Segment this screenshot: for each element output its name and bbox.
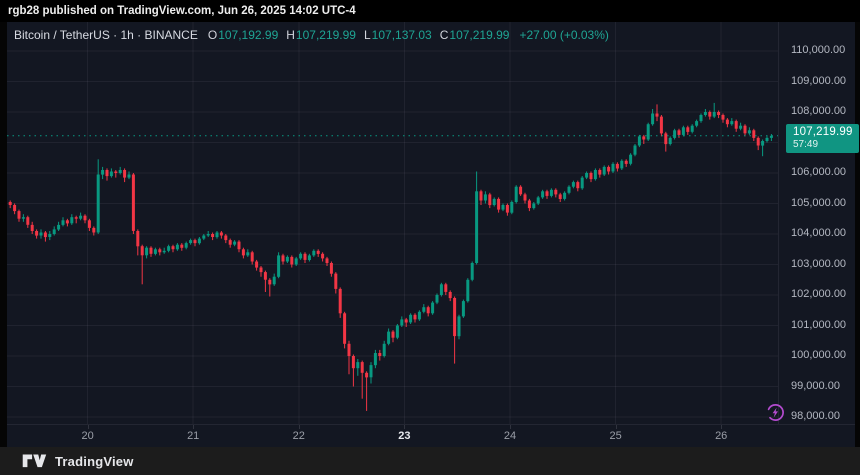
ohlc-label: L	[363, 28, 371, 42]
footer-bar: TradingView	[0, 447, 860, 475]
attribution-text: rgb28 published on TradingView.com, Jun …	[8, 5, 356, 17]
chart-window: Bitcoin / TetherUS · 1h · BINANCE O 107,1…	[7, 22, 859, 448]
price-tick-label: 106,000.00	[791, 166, 847, 178]
ohlc-item: C 107,219.99	[440, 28, 510, 42]
ohlc-value: 107,192.99	[218, 28, 279, 42]
price-tick-label: 103,000.00	[791, 257, 847, 270]
chart-pane[interactable]	[7, 22, 778, 424]
price-tick-label: 108,000.00	[791, 105, 847, 117]
last-price-value: 107,219.99	[793, 125, 853, 138]
time-tick-mark	[615, 425, 617, 429]
time-tick-mark	[404, 425, 406, 429]
time-tick-mark	[87, 425, 89, 429]
bar-countdown: 57:49	[793, 138, 819, 150]
time-tick-label: 22	[292, 430, 305, 442]
price-tick-label: 102,000.00	[791, 288, 847, 300]
price-tick-label: 109,000.00	[791, 74, 847, 87]
ohlc-item: H 107,219.99	[286, 28, 356, 42]
price-tick-label: 104,000.00	[791, 227, 847, 239]
ohlc-item: L 107,137.03	[364, 28, 432, 42]
chart-legend: Bitcoin / TetherUS · 1h · BINANCE O 107,1…	[14, 28, 609, 42]
time-axis[interactable]: 20 21 22 23 24 25 26	[7, 424, 855, 448]
ohlc-value: 107,219.99	[449, 28, 510, 42]
lightning-boost-icon[interactable]	[766, 403, 785, 422]
tradingview-logo[interactable]	[22, 453, 48, 469]
ohlc-label: C	[439, 28, 449, 42]
attribution-bar: rgb28 published on TradingView.com, Jun …	[0, 0, 860, 22]
price-axis[interactable]: 107,219.99 57:49 110,000.00 109,000.00 108…	[778, 22, 859, 424]
time-tick-label: 23	[398, 430, 411, 442]
time-tick-mark	[721, 425, 723, 429]
price-tick-label: 101,000.00	[791, 318, 847, 331]
time-tick-mark	[510, 425, 511, 429]
ohlc-value: 107,137.03	[371, 28, 432, 42]
time-tick-mark	[193, 425, 195, 429]
time-tick-mark	[298, 425, 300, 429]
ohlc-label: O	[207, 28, 218, 42]
price-tick-label: 98,000.00	[791, 410, 840, 422]
ohlc-value: 107,219.99	[295, 28, 356, 42]
price-tick-label: 100,000.00	[791, 349, 847, 361]
time-tick-label: 26	[715, 430, 728, 442]
last-price-badge: 107,219.99 57:49	[786, 123, 859, 153]
footer-brand[interactable]: TradingView	[55, 453, 134, 469]
symbol-title: Bitcoin / TetherUS · 1h · BINANCE	[14, 28, 198, 42]
time-tick-label: 25	[609, 430, 622, 442]
ohlc-values: O 107,192.99 H 107,219.99 L 107,137.03 C 107,21…	[208, 28, 510, 42]
time-tick-label: 21	[187, 430, 200, 442]
ohlc-item: O 107,192.99	[208, 28, 278, 42]
price-tick-label: 105,000.00	[791, 196, 847, 209]
candlestick-plot[interactable]	[7, 22, 778, 424]
price-tick-label: 110,000.00	[791, 44, 846, 56]
time-tick-label: 20	[81, 430, 94, 442]
ohlc-label: H	[286, 28, 295, 42]
price-tick-label: 99,000.00	[791, 379, 840, 392]
time-tick-label: 24	[503, 430, 517, 442]
change-value: +27.00 (+0.03%)	[519, 28, 609, 42]
